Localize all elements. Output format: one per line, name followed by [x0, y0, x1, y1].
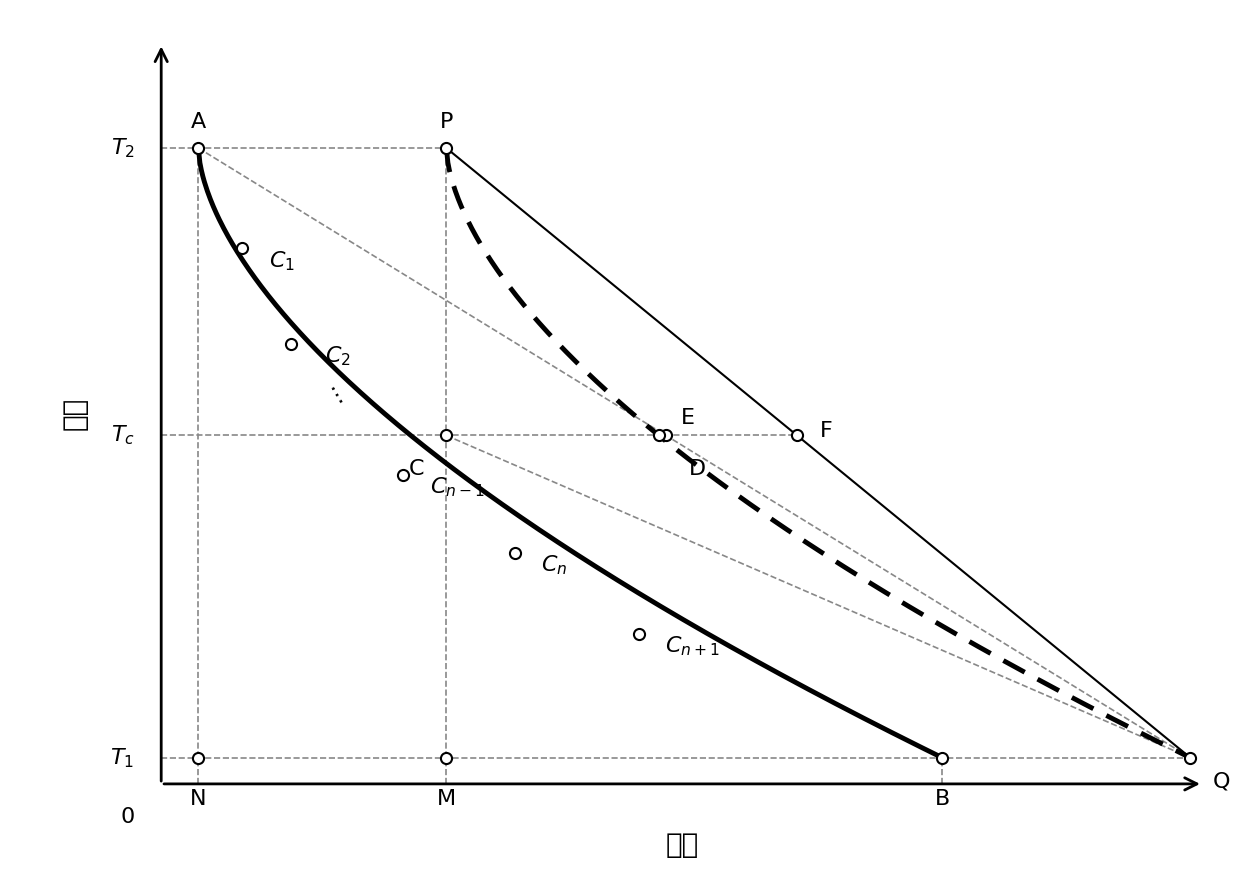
Text: N: N [190, 789, 207, 809]
Text: 温度: 温度 [61, 397, 88, 430]
Text: $C_{n-1}$: $C_{n-1}$ [430, 476, 485, 499]
Text: $T_c$: $T_c$ [110, 423, 134, 448]
Text: E: E [681, 408, 696, 428]
Text: $C_{n+1}$: $C_{n+1}$ [666, 635, 720, 658]
Text: $C_1$: $C_1$ [269, 249, 294, 273]
Text: 0: 0 [120, 807, 134, 827]
Text: D: D [688, 459, 706, 479]
Text: P: P [440, 112, 453, 132]
Text: $T_2$: $T_2$ [110, 136, 134, 160]
Text: F: F [820, 421, 832, 441]
Text: $C_n$: $C_n$ [542, 554, 568, 577]
Text: A: A [191, 112, 206, 132]
Text: B: B [935, 789, 950, 809]
Text: $T_1$: $T_1$ [110, 746, 134, 770]
Text: ⋯: ⋯ [320, 381, 350, 411]
Text: M: M [436, 789, 456, 809]
Text: C: C [408, 459, 424, 479]
Text: Q: Q [1213, 772, 1230, 791]
Text: $C_2$: $C_2$ [325, 345, 351, 368]
Text: 比値: 比値 [666, 831, 698, 859]
